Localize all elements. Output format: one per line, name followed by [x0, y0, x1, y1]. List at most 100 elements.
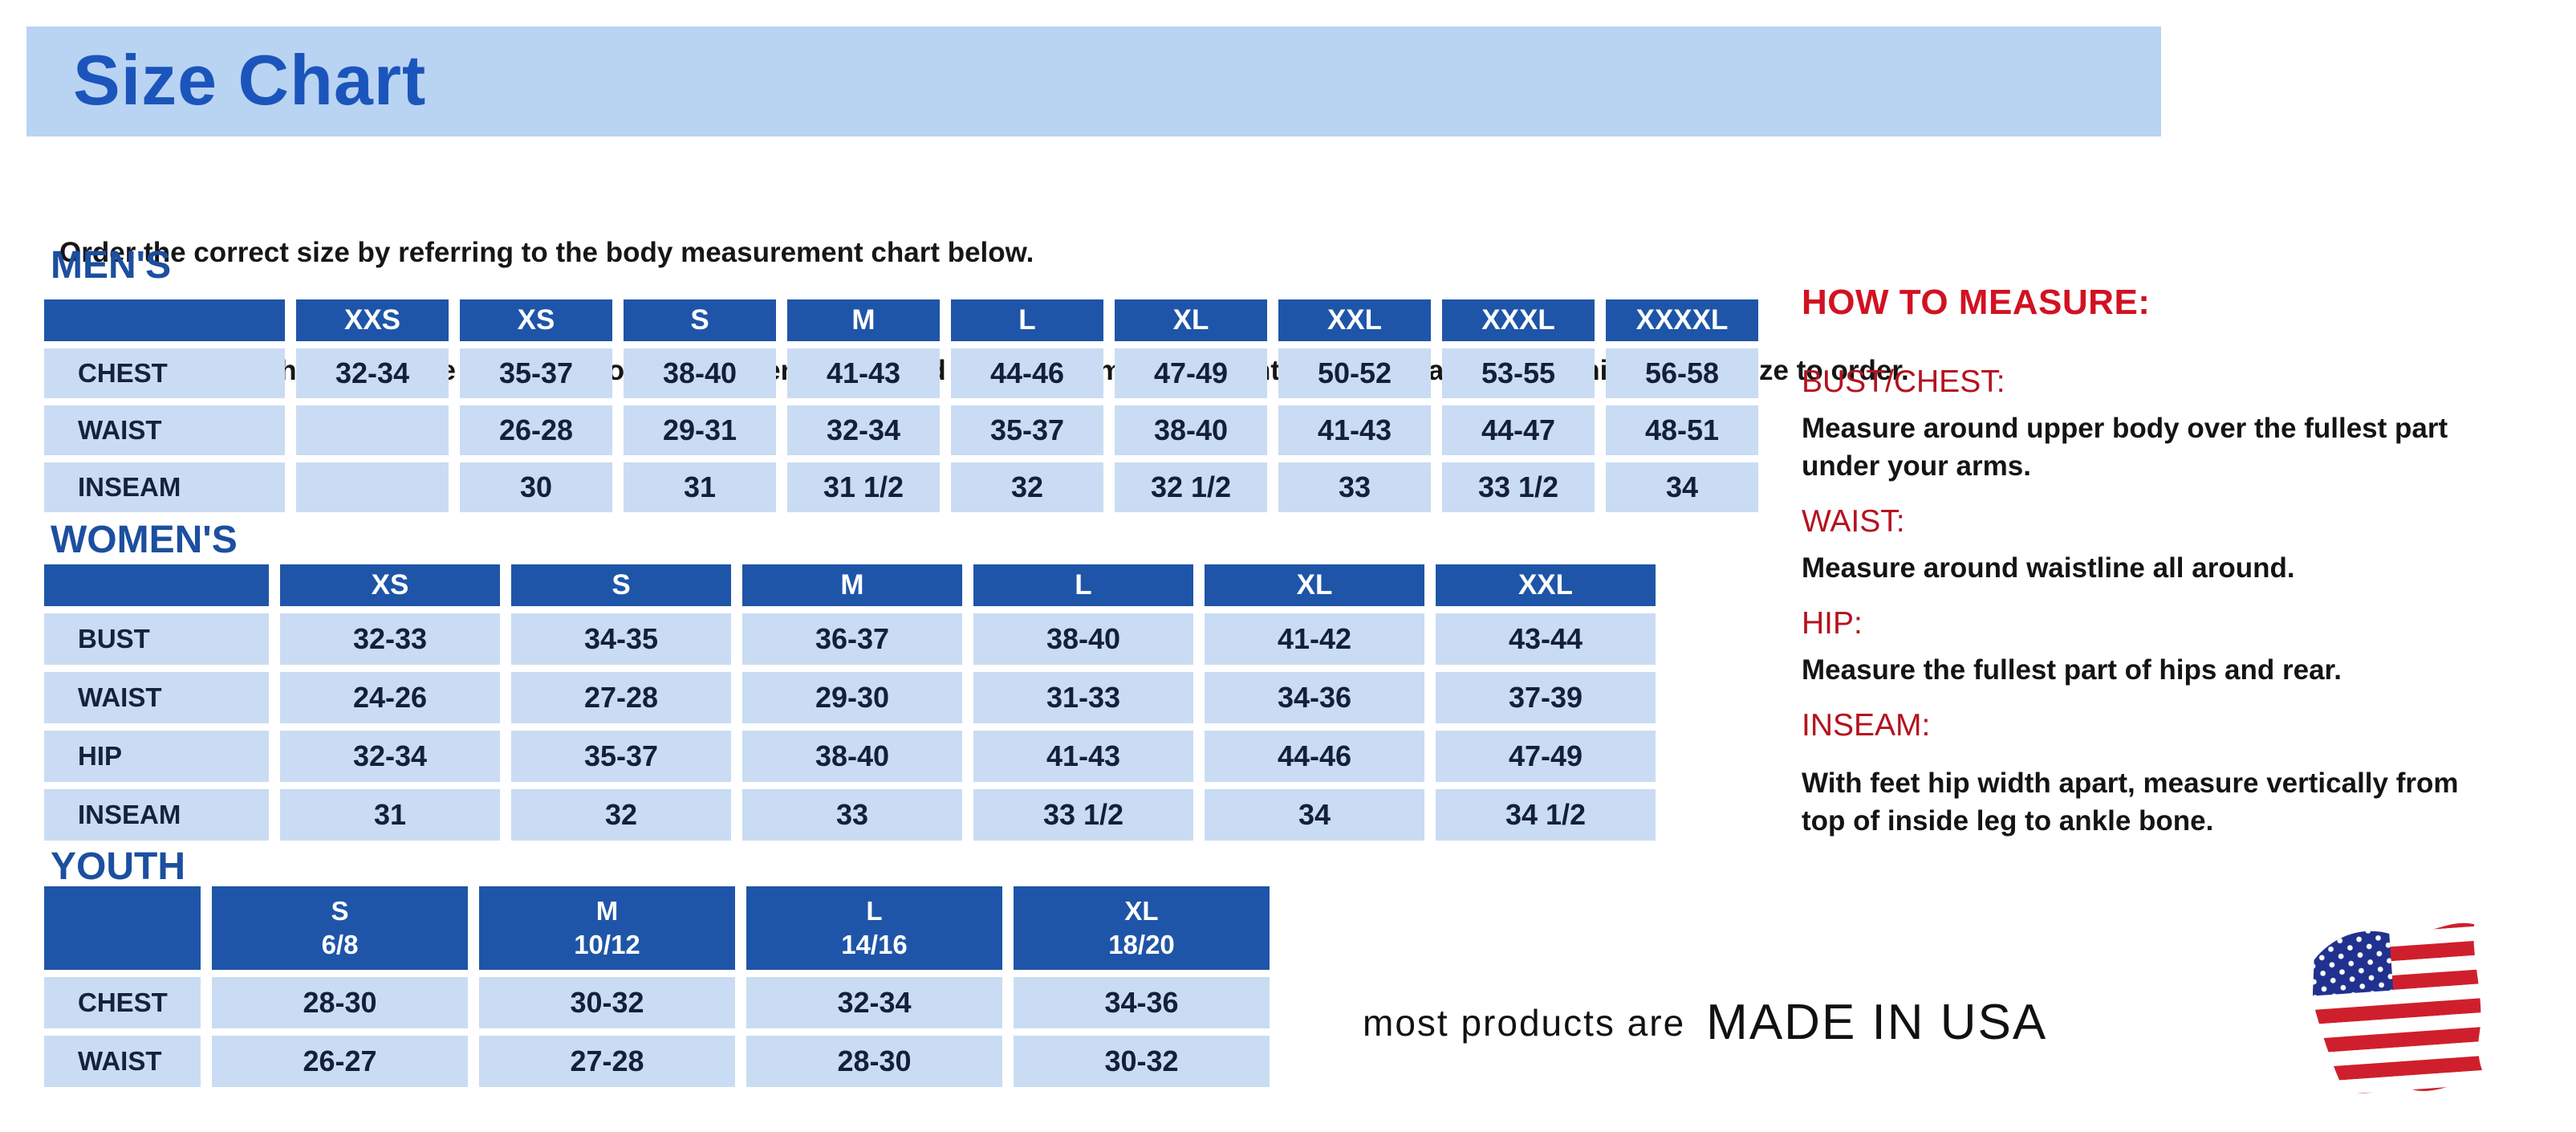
mens-size-cell — [296, 405, 449, 455]
womens-corner-cell — [44, 564, 269, 606]
measure-term: BUST/CHEST: — [1802, 364, 2005, 399]
intro-line-1: Order the correct size by referring to t… — [59, 237, 1034, 268]
us-flag-icon — [2307, 922, 2489, 1099]
mens-column-header: XXXXL — [1606, 299, 1758, 341]
measure-item-bust-chest: BUST/CHEST: Measure around upper body ov… — [1802, 364, 2564, 485]
womens-size-cell: 31-33 — [973, 672, 1193, 723]
mens-size-cell: 29-31 — [624, 405, 776, 455]
youth-column-header: M 10/12 — [479, 886, 735, 970]
mens-table-row: CHEST 32-34 35-37 38-40 41-43 44-46 47-49 50-52… — [44, 348, 1758, 398]
mens-section-heading: MEN'S — [51, 244, 172, 287]
womens-table-row: HIP 32-34 35-37 38-40 41-43 44-46 47-49 — [44, 731, 1656, 782]
measure-item-hip: HIP: Measure the fullest part of hips an… — [1802, 606, 2564, 689]
mens-column-header: XXXL — [1442, 299, 1595, 341]
womens-column-header: S — [511, 564, 731, 606]
mens-corner-cell — [44, 299, 285, 341]
youth-size-table: S 6/8 M 10/12 L 14/16 XL 18/20 CHEST 28-30 30-32 32… — [33, 879, 1281, 1094]
how-to-measure-heading: HOW TO MEASURE: — [1802, 283, 2151, 322]
mens-column-header: L — [951, 299, 1103, 341]
womens-size-table: XS S M L XL XXL BUST 32-33 34-35 36-37 38-40 41-42 4… — [33, 557, 1667, 848]
mens-column-header: XS — [460, 299, 612, 341]
womens-size-cell: 41-42 — [1205, 613, 1424, 665]
youth-size-cell: 30-32 — [479, 977, 735, 1028]
womens-table-row: BUST 32-33 34-35 36-37 38-40 41-42 43-44 — [44, 613, 1656, 665]
mens-size-table: XXS XS S M L XL XXL XXXL XXXXL CHEST 32-34 35-37 38-… — [33, 292, 1769, 519]
youth-size-cell: 30-32 — [1014, 1036, 1270, 1087]
mens-row-label: INSEAM — [44, 462, 285, 512]
youth-size-cell: 34-36 — [1014, 977, 1270, 1028]
womens-size-cell: 37-39 — [1436, 672, 1656, 723]
mens-size-cell: 32-34 — [787, 405, 940, 455]
mens-column-header: M — [787, 299, 940, 341]
womens-column-header: L — [973, 564, 1193, 606]
mens-size-cell: 38-40 — [1115, 405, 1267, 455]
womens-size-cell: 44-46 — [1205, 731, 1424, 782]
mens-row-label: WAIST — [44, 405, 285, 455]
womens-size-cell: 34 — [1205, 789, 1424, 841]
measure-description: Measure around waistline all around. — [1802, 552, 2295, 584]
youth-table-row: WAIST 26-27 27-28 28-30 30-32 — [44, 1036, 1270, 1087]
youth-corner-cell — [44, 886, 201, 970]
measure-term: WAIST: — [1802, 504, 1905, 539]
mens-size-cell: 38-40 — [624, 348, 776, 398]
mens-column-header: XXL — [1278, 299, 1431, 341]
womens-size-cell: 33 — [742, 789, 962, 841]
made-in-usa-line: most products are MADE IN USA — [1363, 994, 2047, 1051]
womens-size-cell: 31 — [280, 789, 500, 841]
mens-size-cell: 26-28 — [460, 405, 612, 455]
mens-size-cell: 48-51 — [1606, 405, 1758, 455]
youth-size-cell: 28-30 — [746, 1036, 1002, 1087]
youth-size-cell: 26-27 — [212, 1036, 468, 1087]
womens-size-cell: 34-36 — [1205, 672, 1424, 723]
womens-size-cell: 29-30 — [742, 672, 962, 723]
womens-row-label: BUST — [44, 613, 269, 665]
youth-row-label: CHEST — [44, 977, 201, 1028]
mens-size-cell: 33 — [1278, 462, 1431, 512]
womens-size-cell: 36-37 — [742, 613, 962, 665]
mens-size-cell: 41-43 — [1278, 405, 1431, 455]
womens-column-header: XXL — [1436, 564, 1656, 606]
measure-term: HIP: — [1802, 606, 1863, 641]
youth-size-cell: 32-34 — [746, 977, 1002, 1028]
mens-size-cell: 33 1/2 — [1442, 462, 1595, 512]
measure-description: Measure around upper body over the fulle… — [1802, 413, 2448, 482]
page-title: Size Chart — [73, 40, 427, 120]
mens-size-cell: 41-43 — [787, 348, 940, 398]
womens-size-cell: 41-43 — [973, 731, 1193, 782]
mens-column-header: XL — [1115, 299, 1267, 341]
womens-size-cell: 33 1/2 — [973, 789, 1193, 841]
mens-table-row: WAIST 26-28 29-31 32-34 35-37 38-40 41-43 44-4… — [44, 405, 1758, 455]
mens-size-cell: 56-58 — [1606, 348, 1758, 398]
womens-size-cell: 38-40 — [973, 613, 1193, 665]
womens-row-label: WAIST — [44, 672, 269, 723]
youth-row-label: WAIST — [44, 1036, 201, 1087]
mens-column-header: XXS — [296, 299, 449, 341]
youth-column-header: L 14/16 — [746, 886, 1002, 970]
womens-size-cell: 24-26 — [280, 672, 500, 723]
how-to-measure-section: HOW TO MEASURE: BUST/CHEST: Measure arou… — [1802, 283, 2564, 859]
womens-column-header: XL — [1205, 564, 1424, 606]
mens-size-cell — [296, 462, 449, 512]
womens-section-heading: WOMEN'S — [51, 519, 238, 561]
measure-description: Measure the fullest part of hips and rea… — [1802, 654, 2342, 686]
made-in-usa-prefix: most products are — [1363, 1001, 1686, 1044]
womens-table-row: INSEAM 31 32 33 33 1/2 34 34 1/2 — [44, 789, 1656, 841]
womens-size-cell: 35-37 — [511, 731, 731, 782]
mens-size-cell: 31 1/2 — [787, 462, 940, 512]
measure-term: INSEAM: — [1802, 708, 1931, 743]
womens-size-cell: 34 1/2 — [1436, 789, 1656, 841]
youth-size-cell: 28-30 — [212, 977, 468, 1028]
page-header-band: Size Chart — [26, 26, 2161, 136]
womens-size-cell: 47-49 — [1436, 731, 1656, 782]
womens-size-cell: 32-34 — [280, 731, 500, 782]
womens-size-cell: 34-35 — [511, 613, 731, 665]
mens-size-cell: 32 — [951, 462, 1103, 512]
measure-description: With feet hip width apart, measure verti… — [1802, 768, 2459, 837]
mens-column-header: S — [624, 299, 776, 341]
mens-size-cell: 32-34 — [296, 348, 449, 398]
mens-size-cell: 31 — [624, 462, 776, 512]
youth-table-row: CHEST 28-30 30-32 32-34 34-36 — [44, 977, 1270, 1028]
womens-table-row: WAIST 24-26 27-28 29-30 31-33 34-36 37-39 — [44, 672, 1656, 723]
mens-size-cell: 50-52 — [1278, 348, 1431, 398]
youth-column-header: S 6/8 — [212, 886, 468, 970]
